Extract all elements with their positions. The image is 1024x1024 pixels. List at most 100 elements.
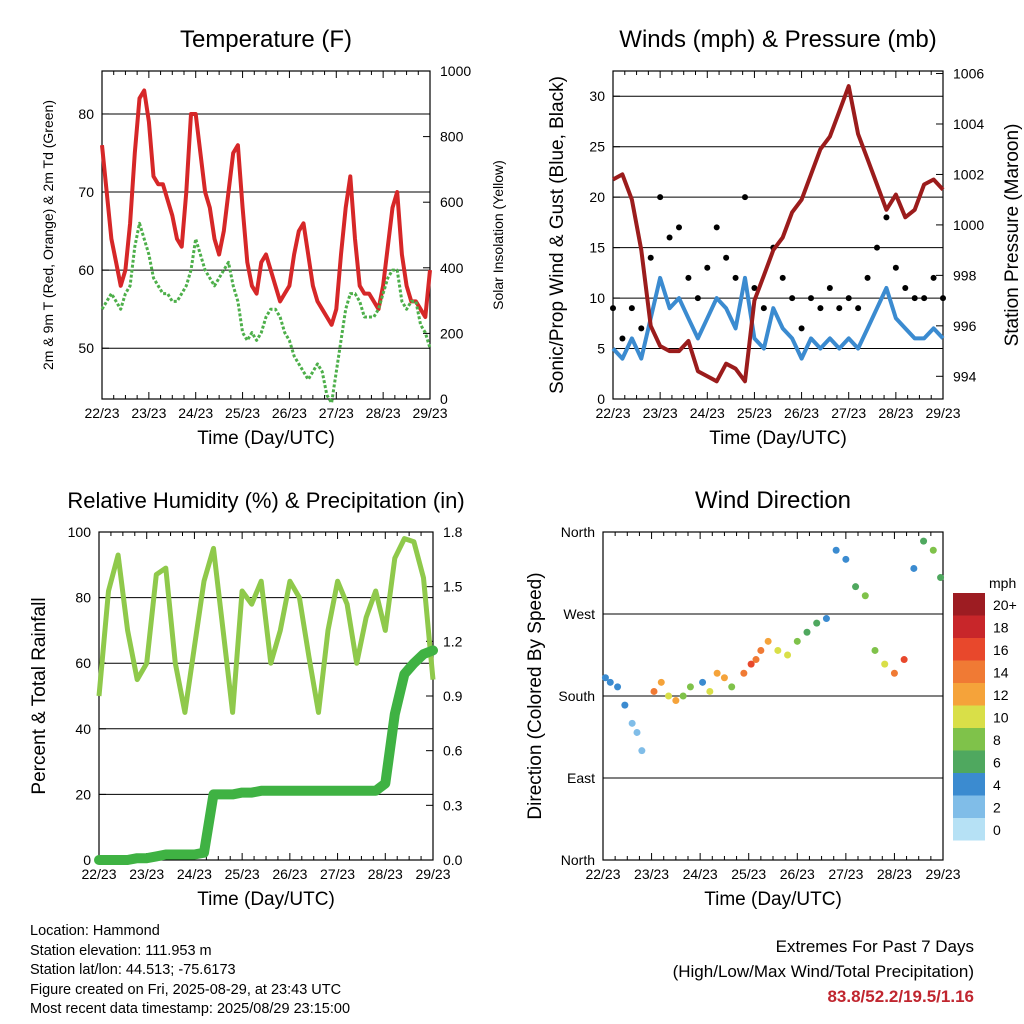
legend-swatch (953, 795, 985, 818)
legend-swatch (953, 660, 985, 683)
right-y-tick-label: 0 (440, 391, 448, 407)
direction-point (929, 546, 937, 554)
gust-point (732, 274, 739, 281)
direction-point (638, 747, 646, 755)
x-tick-label: 25/23 (225, 405, 260, 421)
gust-point (930, 274, 937, 281)
left-y-tick-label: 50 (78, 340, 94, 356)
right-y-tick-label: 1.5 (443, 579, 463, 595)
x-tick-label: 29/23 (925, 405, 960, 421)
series-2m-t (100, 88, 432, 327)
direction-point (686, 683, 694, 691)
gust-point (864, 274, 871, 281)
x-tick-label: 26/23 (272, 405, 307, 421)
direction-point (621, 701, 629, 709)
x-tick-label: 28/23 (877, 866, 912, 882)
direction-point (672, 697, 680, 705)
x-tick-label: 29/23 (925, 866, 960, 882)
direction-point (764, 637, 772, 645)
chart-title: Winds (mph) & Pressure (mb) (619, 26, 936, 53)
legend-label: 8 (993, 732, 1001, 748)
gust-point (610, 305, 616, 312)
gust-point (685, 274, 692, 281)
direction-point (657, 678, 665, 686)
gust-point (751, 284, 758, 291)
x-tick-label: 27/23 (828, 866, 863, 882)
right-y-tick-label: 1.2 (443, 633, 463, 649)
direction-point (852, 583, 860, 591)
direction-point (774, 646, 782, 654)
location-text: Location: Hammond (30, 923, 160, 939)
x-tick-label: 22/23 (84, 405, 119, 421)
direction-point (822, 615, 830, 623)
gust-point (855, 305, 862, 312)
gust-point (713, 224, 720, 231)
legend-swatch (953, 638, 985, 661)
right-y-tick-label: 1002 (953, 166, 984, 182)
extremes-title: Extremes For Past 7 Days (775, 937, 974, 956)
right-y-tick-label: 1006 (953, 66, 984, 82)
x-axis-label: Time (Day/UTC) (709, 428, 847, 449)
gust-point (826, 284, 833, 291)
gust-point (628, 305, 635, 312)
temperature-panel: Temperature (F) 22/23 23/23 24/23 25/23 26/23… (40, 26, 506, 449)
gust-point (940, 295, 946, 302)
gust-point (742, 194, 748, 201)
created-text: Figure created on Fri, 2025-08-29, at 23… (30, 981, 342, 998)
y-axis-label: 2m & 9m T (Red, Orange) & 2m Td (Green) (40, 100, 56, 370)
direction-point (752, 656, 760, 664)
left-y-tick-label: 80 (75, 590, 91, 606)
legend-swatch (953, 750, 985, 773)
left-y-tick-label: 40 (75, 721, 91, 737)
gust-point (845, 295, 852, 302)
y2-axis-label: Solar Insolation (Yellow) (490, 160, 506, 310)
x-tick-label: 23/23 (634, 866, 669, 882)
direction-point (861, 592, 869, 600)
gust-point (874, 244, 880, 251)
direction-point (890, 669, 898, 677)
direction-point (679, 692, 687, 700)
right-y-tick-label: 996 (953, 318, 977, 334)
x-tick-label: 25/23 (731, 866, 766, 882)
left-y-tick-label: West (563, 606, 595, 622)
legend-label: 0 (993, 822, 1001, 838)
x-tick-label: 24/23 (683, 866, 718, 882)
direction-point (699, 678, 707, 686)
left-y-tick-label: South (558, 688, 595, 704)
wind-direction-panel: Wind Direction 22/23 23/23 24/23 25/23 26/23 2… (525, 487, 1017, 910)
y-axis-label: Direction (Colored By Speed) (525, 572, 546, 819)
left-y-tick-label: East (567, 770, 595, 786)
left-y-tick-label: 30 (589, 88, 605, 104)
gust-point (911, 295, 918, 302)
plot-frame (101, 70, 431, 400)
left-y-tick-label: 70 (78, 184, 94, 200)
x-tick-label: 26/23 (272, 866, 307, 882)
direction-point (665, 692, 673, 700)
legend-label: 4 (993, 777, 1001, 793)
direction-point (832, 546, 840, 554)
direction-point (728, 683, 736, 691)
x-tick-label: 28/23 (878, 405, 913, 421)
right-y-tick-label: 400 (440, 260, 464, 276)
x-tick-label: 29/23 (412, 405, 447, 421)
direction-point (871, 646, 879, 654)
x-tick-label: 27/23 (831, 405, 866, 421)
x-tick-label: 23/23 (643, 405, 678, 421)
direction-point (706, 687, 714, 695)
chart-title: Temperature (F) (180, 26, 352, 53)
gust-point (676, 224, 682, 231)
gust-point (647, 254, 654, 261)
x-axis-label: Time (Day/UTC) (704, 889, 842, 910)
right-y-tick-label: 1000 (440, 63, 471, 79)
legend-label: 16 (993, 642, 1009, 658)
left-y-tick-label: 20 (589, 189, 605, 205)
gust-point (789, 295, 796, 302)
direction-point (633, 728, 641, 736)
right-y-tick-label: 1.8 (443, 524, 463, 540)
direction-point (650, 687, 658, 695)
left-y-tick-label: 20 (75, 786, 91, 802)
legend-label: 14 (993, 665, 1009, 681)
gust-point (817, 305, 824, 312)
direction-point (614, 683, 622, 691)
